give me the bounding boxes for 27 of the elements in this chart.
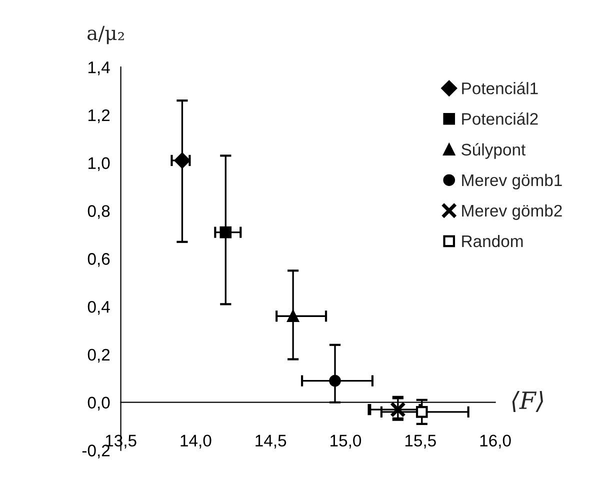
point <box>287 310 299 322</box>
x-tick-label: 14,0 <box>180 434 212 449</box>
y-tick-label: 1,4 <box>88 62 110 76</box>
point <box>416 406 428 418</box>
point <box>390 402 406 418</box>
legend-label: Random <box>462 234 523 248</box>
y-tick-label: 0,0 <box>88 396 110 411</box>
y-tick-label: 1,0 <box>88 157 110 172</box>
legend-label: Merev gömb1 <box>462 174 562 190</box>
y-tick-label: 0,2 <box>88 348 110 363</box>
y-tick-label: 1,2 <box>88 109 110 124</box>
point <box>174 152 190 168</box>
y-axis-title: a/μ₂ <box>88 26 124 44</box>
legend-label: Súlypont <box>462 143 526 159</box>
y-tick-label: 0,8 <box>88 205 110 219</box>
x-axis-title: ⟨F⟩ <box>512 390 543 412</box>
y-tick-label: 0,4 <box>88 300 110 315</box>
legend-label: Potenciál1 <box>462 82 538 94</box>
x-tick-label: 16,0 <box>480 434 511 449</box>
point <box>220 226 232 238</box>
x-tick-label: 15,0 <box>330 434 362 449</box>
y-tick-label: 0,6 <box>88 253 110 267</box>
legend-label: Merev gömb2 <box>462 204 562 220</box>
x-tick-label: 14,5 <box>256 434 286 449</box>
legend-label: Potenciál2 <box>462 112 538 125</box>
x-tick-label: 15,5 <box>405 434 436 449</box>
point <box>329 374 341 387</box>
